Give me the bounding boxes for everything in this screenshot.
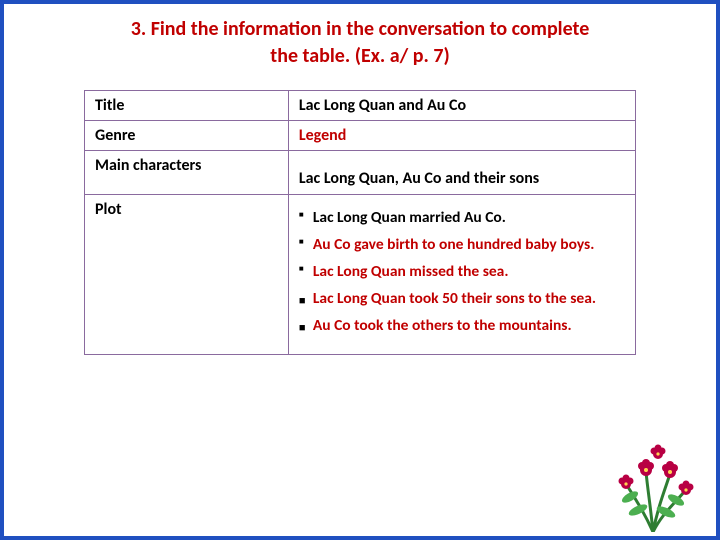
instruction-heading: 3. Find the information in the conversat… [4,4,716,78]
row-genre-value: Legend [288,121,635,151]
table-row: Title Lac Long Quan and Au Co [85,91,636,121]
heading-line-1: 3. Find the information in the conversat… [131,17,590,41]
plant-decoration-icon [598,432,708,532]
row-characters-label: Main characters [85,151,289,195]
row-plot-value: Lac Long Quan married Au Co. Au Co gave … [288,195,635,355]
table-row: Genre Legend [85,121,636,151]
list-item: Lac Long Quan missed the sea. [299,262,625,283]
row-characters-value: Lac Long Quan, Au Co and their sons [288,151,635,195]
table-row: Main characters Lac Long Quan, Au Co and… [85,151,636,195]
list-item: Lac Long Quan took 50 their sons to the … [299,289,625,310]
list-item: Lac Long Quan married Au Co. [299,208,625,229]
table-row: Plot Lac Long Quan married Au Co. Au Co … [85,195,636,355]
table-container: Title Lac Long Quan and Au Co Genre Lege… [84,90,636,355]
list-item: Au Co took the others to the mountains. [299,316,625,337]
list-item: Au Co gave birth to one hundred baby boy… [299,235,625,256]
plot-list: Lac Long Quan married Au Co. Au Co gave … [299,200,625,349]
row-title-value: Lac Long Quan and Au Co [288,91,635,121]
row-genre-label: Genre [85,121,289,151]
row-title-label: Title [85,91,289,121]
row-plot-label: Plot [85,195,289,355]
info-table: Title Lac Long Quan and Au Co Genre Lege… [84,90,636,355]
heading-line-2: the table. (Ex. a/ p. 7) [270,44,449,68]
